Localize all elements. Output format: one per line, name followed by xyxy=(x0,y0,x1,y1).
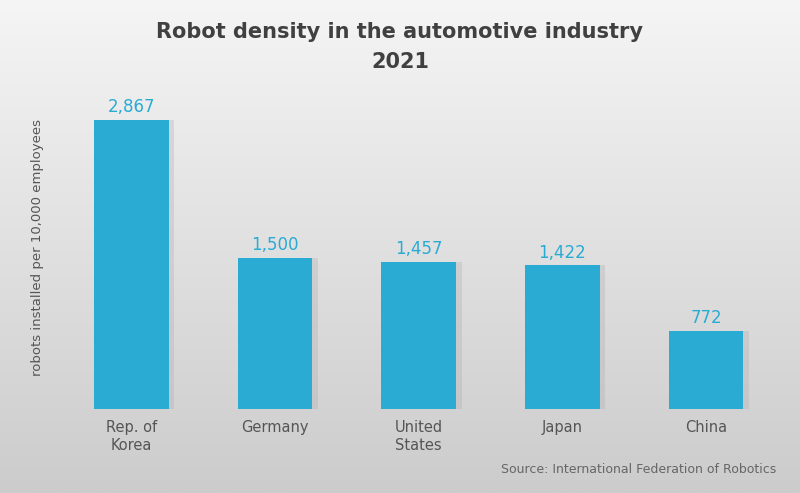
Bar xyxy=(382,262,456,409)
Text: Robot density in the automotive industry: Robot density in the automotive industry xyxy=(157,22,643,42)
Bar xyxy=(530,266,606,410)
Bar xyxy=(100,120,174,410)
Bar xyxy=(525,266,600,409)
Bar xyxy=(674,331,749,410)
Bar xyxy=(669,331,743,409)
Text: 1,422: 1,422 xyxy=(538,244,586,262)
Y-axis label: robots installed per 10,000 employees: robots installed per 10,000 employees xyxy=(31,119,44,376)
Bar xyxy=(94,120,169,409)
Text: 772: 772 xyxy=(690,310,722,327)
Text: 2021: 2021 xyxy=(371,52,429,72)
Text: 1,500: 1,500 xyxy=(251,236,298,254)
Bar xyxy=(243,258,318,410)
Bar xyxy=(387,262,462,410)
Text: 1,457: 1,457 xyxy=(395,241,442,258)
Bar xyxy=(238,258,312,409)
Text: 2,867: 2,867 xyxy=(107,99,155,116)
Text: Source: International Federation of Robotics: Source: International Federation of Robo… xyxy=(501,463,776,476)
